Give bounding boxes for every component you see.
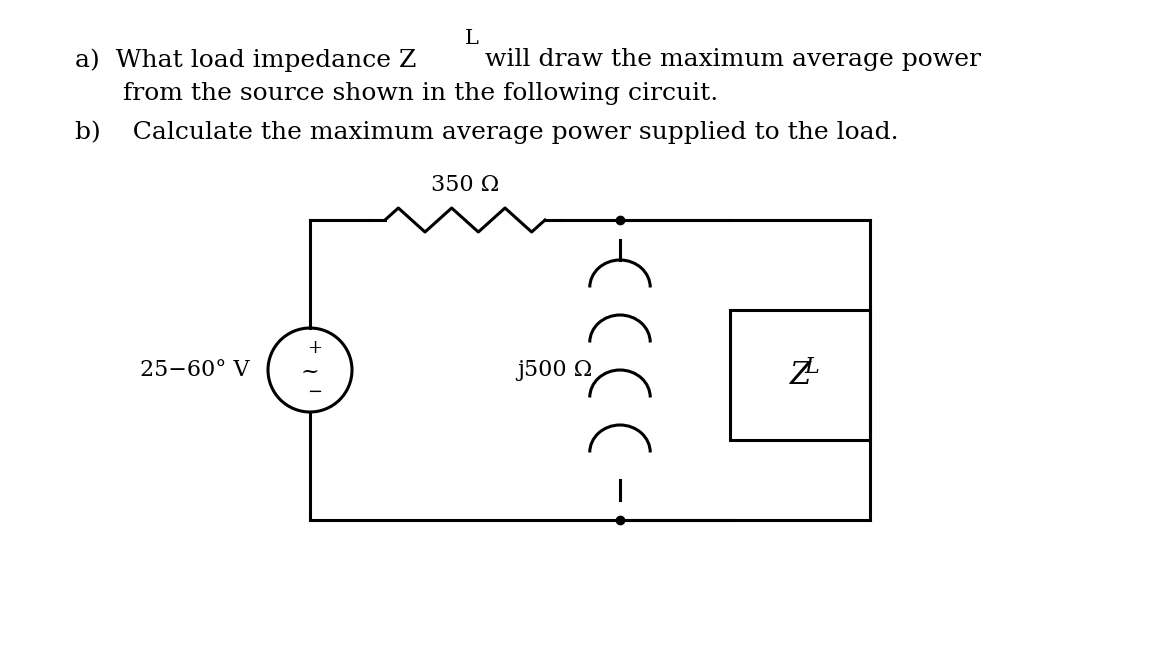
Text: L: L: [465, 29, 479, 48]
Text: j500 Ω: j500 Ω: [517, 359, 592, 381]
Text: Z: Z: [789, 360, 810, 390]
Text: from the source shown in the following circuit.: from the source shown in the following c…: [75, 82, 719, 105]
Text: ~: ~: [300, 361, 320, 383]
Text: L: L: [804, 356, 819, 378]
Text: −: −: [307, 383, 322, 401]
Text: a)  What load impedance Z: a) What load impedance Z: [75, 48, 416, 71]
Text: +: +: [307, 339, 322, 357]
Bar: [730, 310, 870, 440]
Text: 350 Ω: 350 Ω: [431, 174, 500, 196]
Text: 25−60° V: 25−60° V: [140, 359, 250, 381]
Text: b)    Calculate the maximum average power supplied to the load.: b) Calculate the maximum average power s…: [75, 120, 898, 143]
Text: will draw the maximum average power: will draw the maximum average power: [478, 48, 981, 71]
